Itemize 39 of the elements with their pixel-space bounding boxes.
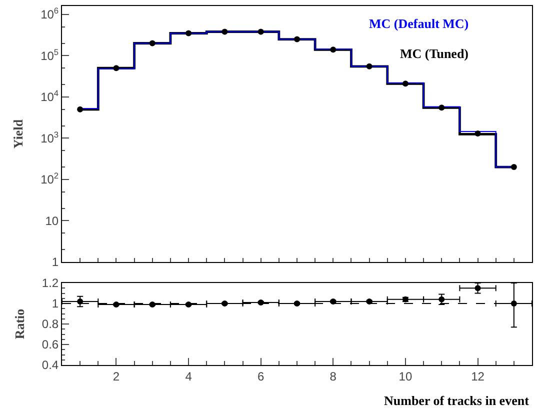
point: [222, 28, 228, 35]
point: [402, 80, 408, 87]
x-tick-label: 2: [112, 369, 120, 384]
series-label: MC (Default MC): [369, 16, 469, 31]
x-tick-label: 8: [330, 369, 337, 384]
x-tick-label: 12: [471, 369, 485, 384]
y-tick-label: 1: [52, 255, 59, 270]
point: [474, 285, 481, 292]
y-tick-label: 10$^{2}$: [40, 170, 59, 187]
point: [510, 164, 517, 170]
x-tick-label: 4: [185, 369, 192, 384]
y-tick-label: 0.6: [42, 338, 59, 352]
x-axis-title: Number of tracks in event: [384, 393, 530, 408]
y-tick-label: 0.8: [42, 317, 59, 332]
y-tick-label: 10$^{4}$: [40, 88, 59, 104]
point: [438, 296, 445, 302]
y-axis-title: Ratio: [12, 308, 27, 340]
y-tick-label: 10: [45, 214, 59, 228]
x-tick-label: 10: [398, 369, 412, 384]
y-tick-label: 0.4: [42, 358, 59, 372]
series-label: MC (Tuned): [400, 46, 469, 61]
point: [77, 298, 84, 304]
y-axis-title: Yield: [10, 118, 26, 149]
y-tick-label: 10$^{3}$: [40, 129, 59, 146]
point: [366, 63, 372, 70]
point: [77, 106, 84, 112]
y-tick-label: 10$^{5}$: [40, 46, 59, 63]
y-tick-label: 10$^{6}$: [40, 6, 59, 22]
y-tick-label: 1.2: [42, 276, 59, 290]
point: [474, 130, 481, 137]
point: [294, 36, 300, 42]
y-tick-label: 1: [52, 296, 59, 311]
point: [438, 104, 445, 111]
point: [258, 28, 264, 35]
point: [149, 40, 156, 46]
x-tick-label: 6: [258, 369, 265, 384]
point: [113, 65, 120, 72]
point: [330, 46, 336, 53]
point: [186, 30, 192, 36]
